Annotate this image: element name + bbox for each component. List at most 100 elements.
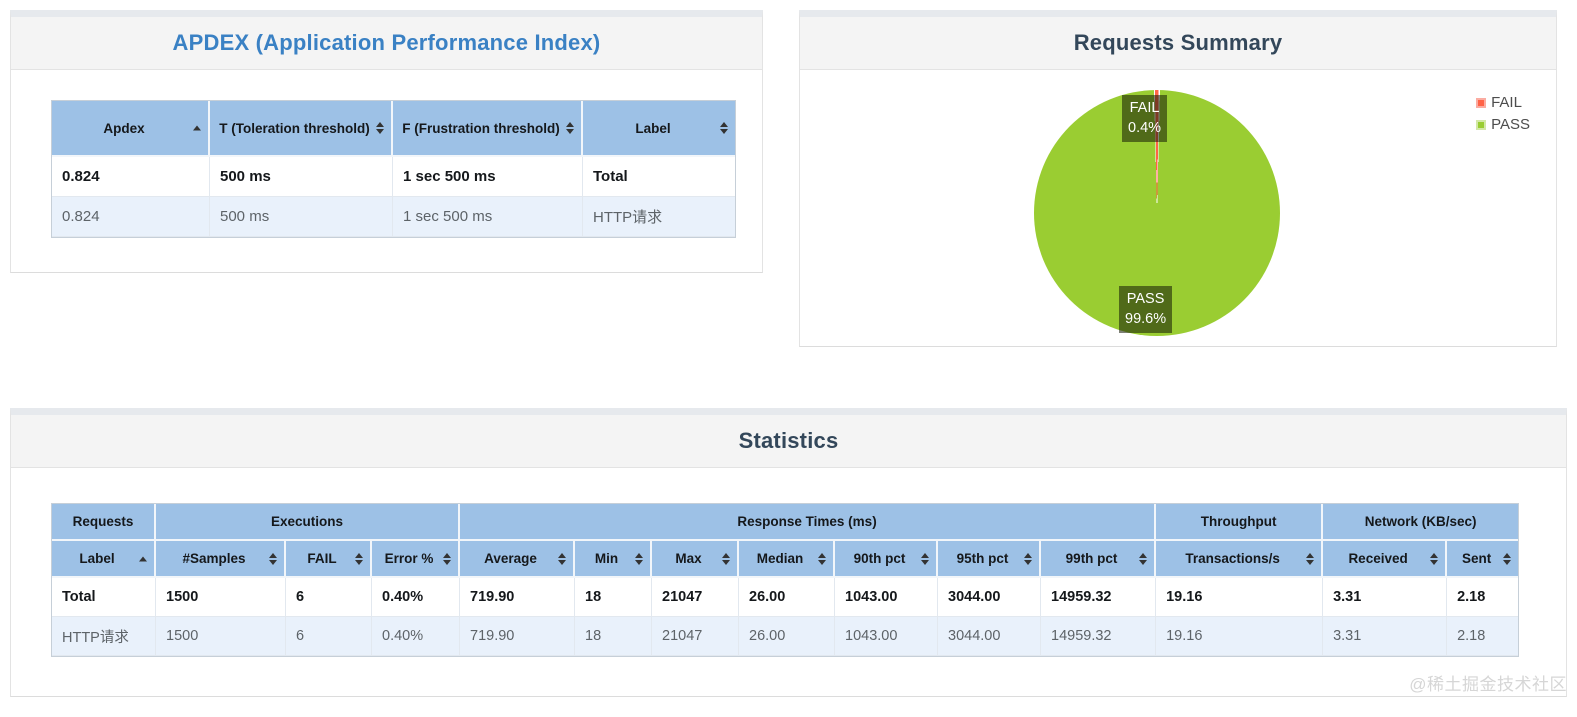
requests-summary-heading: Requests Summary — [800, 17, 1556, 70]
apdex-cell: 1 sec 500 ms — [393, 157, 583, 197]
sort-both-icon[interactable] — [1024, 552, 1033, 565]
sort-both-icon[interactable] — [1503, 552, 1512, 565]
apdex-col-toleration-label: T (Toleration threshold) — [219, 120, 370, 136]
stats-col-transactions[interactable]: Transactions/s — [1156, 541, 1324, 578]
stats-cell: HTTP请求 — [52, 617, 156, 656]
watermark: @稀土掘金技术社区 — [1409, 675, 1567, 694]
stats-col-90pct[interactable]: 90th pct — [835, 541, 939, 578]
pass-swatch-icon — [1476, 119, 1487, 130]
sort-both-icon[interactable] — [921, 552, 930, 565]
stats-col-label-text: Label — [79, 551, 115, 566]
apdex-cell: 1 sec 500 ms — [393, 197, 583, 237]
group-executions: Executions — [156, 504, 461, 541]
stats-col-received-text: Received — [1348, 551, 1408, 566]
sort-both-icon[interactable] — [1430, 552, 1439, 565]
stats-cell: 2.18 — [1447, 578, 1519, 617]
stats-col-samples[interactable]: #Samples — [156, 541, 286, 578]
apdex-col-apdex[interactable]: Apdex — [52, 101, 210, 157]
stats-cell: 19.16 — [1156, 578, 1324, 617]
statistics-row-total: Total 1500 6 0.40% 719.90 18 21047 26.00… — [52, 578, 1519, 617]
sort-both-icon[interactable] — [818, 552, 827, 565]
statistics-group-header-row: Requests Executions Response Times (ms) … — [52, 504, 1519, 541]
stats-col-samples-text: #Samples — [182, 551, 246, 566]
stats-col-99pct[interactable]: 99th pct — [1041, 541, 1157, 578]
stats-col-error[interactable]: Error % — [372, 541, 461, 578]
stats-col-received[interactable]: Received — [1323, 541, 1448, 578]
sort-both-icon[interactable] — [722, 552, 731, 565]
stats-cell: 3044.00 — [938, 578, 1042, 617]
stats-col-sent-text: Sent — [1461, 551, 1492, 566]
legend-item-pass[interactable]: PASS — [1476, 116, 1530, 133]
apdex-header-row: Apdex T (Toleration threshold) F (Frustr… — [52, 101, 735, 157]
stats-col-average[interactable]: Average — [460, 541, 576, 578]
stats-cell: 21047 — [652, 617, 740, 656]
requests-summary-title: Requests Summary — [1073, 30, 1283, 55]
group-throughput: Throughput — [1156, 504, 1324, 541]
sort-asc-icon[interactable] — [193, 125, 201, 131]
apdex-panel-heading: APDEX (Application Performance Index) — [11, 17, 762, 70]
stats-col-max-text: Max — [675, 551, 702, 566]
stats-cell: 6 — [286, 617, 372, 656]
pie-label-fail: FAIL 0.4% — [1122, 95, 1168, 142]
apdex-row-total: 0.824 500 ms 1 sec 500 ms Total — [52, 157, 735, 197]
stats-cell: 14959.32 — [1041, 578, 1157, 617]
statistics-header-row: Label #Samples FAIL Error % — [52, 541, 1519, 578]
sort-both-icon[interactable] — [1306, 552, 1315, 565]
stats-col-95pct-text: 95th pct — [956, 551, 1009, 566]
apdex-cell: HTTP请求 — [583, 197, 735, 237]
apdex-col-frustration[interactable]: F (Frustration threshold) — [393, 101, 583, 157]
apdex-col-label-label: Label — [635, 120, 671, 136]
stats-col-fail-text: FAIL — [307, 551, 337, 566]
legend-label-fail: FAIL — [1491, 94, 1522, 111]
sort-both-icon[interactable] — [443, 552, 452, 565]
legend-label-pass: PASS — [1491, 116, 1530, 133]
sort-both-icon[interactable] — [269, 552, 277, 565]
apdex-col-toleration[interactable]: T (Toleration threshold) — [210, 101, 393, 157]
stats-cell: 1500 — [156, 578, 286, 617]
stats-cell: 19.16 — [1156, 617, 1324, 656]
stats-cell: 3.31 — [1323, 617, 1448, 656]
apdex-cell: 0.824 — [52, 157, 210, 197]
apdex-cell: Total — [583, 157, 735, 197]
sort-asc-icon[interactable] — [139, 556, 147, 561]
stats-col-95pct[interactable]: 95th pct — [938, 541, 1042, 578]
stats-col-max[interactable]: Max — [652, 541, 740, 578]
stats-col-sent[interactable]: Sent — [1447, 541, 1519, 578]
stats-cell: 26.00 — [739, 578, 836, 617]
apdex-col-label[interactable]: Label — [583, 101, 735, 157]
sort-both-icon[interactable] — [635, 552, 644, 565]
stats-cell: 21047 — [652, 578, 740, 617]
sort-both-icon[interactable] — [376, 122, 384, 134]
apdex-title[interactable]: APDEX (Application Performance Index) — [172, 30, 601, 55]
stats-cell: 0.40% — [372, 578, 461, 617]
pie-label-pass-name: PASS — [1126, 291, 1165, 307]
stats-cell: 1043.00 — [835, 578, 939, 617]
sort-both-icon[interactable] — [558, 552, 567, 565]
stats-cell: 0.40% — [372, 617, 461, 656]
stats-cell: 2.18 — [1447, 617, 1519, 656]
requests-summary-body: FAIL 0.4% PASS 99.6% FAIL PASS — [800, 70, 1556, 346]
stats-col-median[interactable]: Median — [739, 541, 836, 578]
stats-cell: 18 — [575, 578, 653, 617]
apdex-col-frustration-label: F (Frustration threshold) — [402, 120, 560, 136]
group-network: Network (KB/sec) — [1323, 504, 1519, 541]
stats-cell: 14959.32 — [1041, 617, 1157, 656]
sort-both-icon[interactable] — [355, 552, 363, 565]
group-response-times: Response Times (ms) — [460, 504, 1157, 541]
pie-label-fail-name: FAIL — [1129, 100, 1160, 116]
stats-cell: 1500 — [156, 617, 286, 656]
apdex-col-apdex-label: Apdex — [103, 120, 145, 136]
apdex-cell: 0.824 — [52, 197, 210, 237]
stats-col-min[interactable]: Min — [575, 541, 653, 578]
stats-col-label[interactable]: Label — [52, 541, 156, 578]
stats-col-error-text: Error % — [384, 551, 434, 566]
top-row: APDEX (Application Performance Index) Ap… — [0, 0, 1577, 347]
legend-item-fail[interactable]: FAIL — [1476, 94, 1530, 111]
stats-cell: 6 — [286, 578, 372, 617]
sort-both-icon[interactable] — [1139, 552, 1148, 565]
stats-col-fail[interactable]: FAIL — [286, 541, 372, 578]
stats-cell: 3044.00 — [938, 617, 1042, 656]
sort-both-icon[interactable] — [566, 122, 574, 134]
apdex-table: Apdex T (Toleration threshold) F (Frustr… — [51, 100, 736, 238]
sort-both-icon[interactable] — [720, 122, 728, 134]
